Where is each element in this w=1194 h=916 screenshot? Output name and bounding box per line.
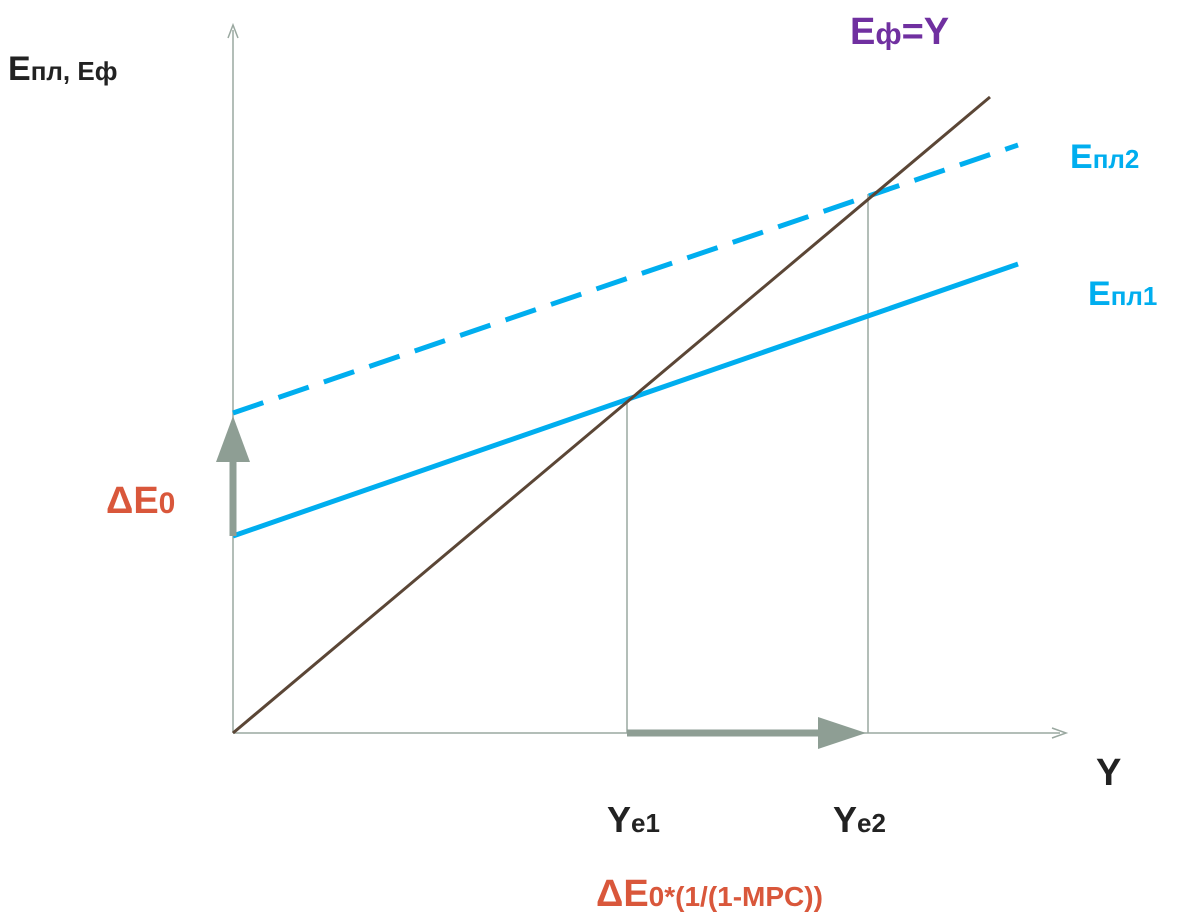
ye2-label: Ye2 bbox=[833, 799, 886, 840]
x-axis-title: Y bbox=[1096, 752, 1121, 794]
delta-e0-arrow-head bbox=[216, 416, 250, 462]
y-axis-title: Eпл, Eф bbox=[8, 50, 117, 88]
planned-expenditure-1-label: Eпл1 bbox=[1088, 275, 1157, 313]
planned-expenditure-line-1 bbox=[232, 261, 1019, 539]
planned-expenditure-2-label: Eпл2 bbox=[1070, 138, 1139, 176]
delta-e0-label: ΔE0 bbox=[106, 480, 175, 522]
actual-expenditure-line bbox=[232, 95, 991, 735]
y-axis-arrowhead bbox=[227, 22, 239, 39]
x-axis-arrowhead bbox=[1051, 727, 1069, 739]
ye1-label: Ye1 bbox=[607, 799, 660, 840]
multiplier-arrow-head bbox=[818, 717, 866, 749]
actual-expenditure-label: Eф=Y bbox=[850, 11, 949, 53]
planned-expenditure-line-2 bbox=[232, 142, 1019, 416]
multiplier-label: ΔE0*(1/(1-MPC)) bbox=[596, 873, 823, 915]
